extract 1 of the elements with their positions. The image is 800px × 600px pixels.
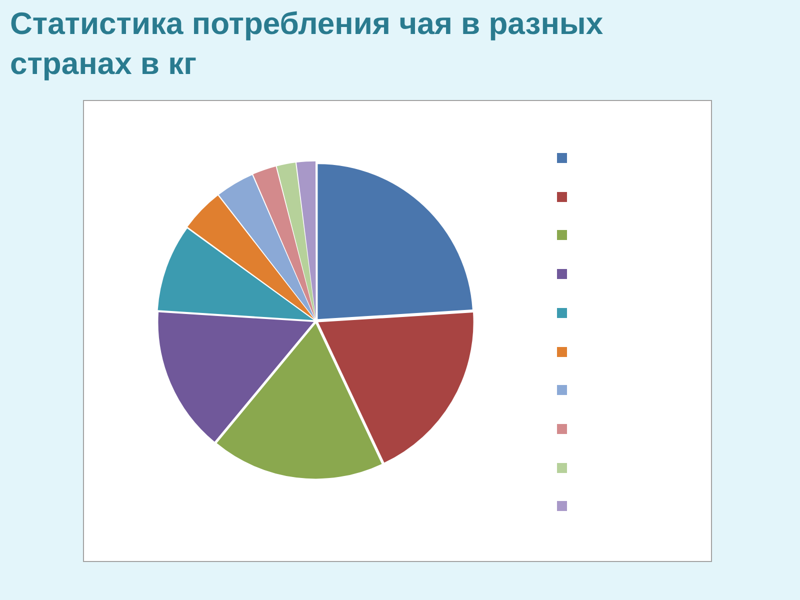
chart-title: Статистика потребления чая в разных странах в кг [10, 5, 604, 83]
